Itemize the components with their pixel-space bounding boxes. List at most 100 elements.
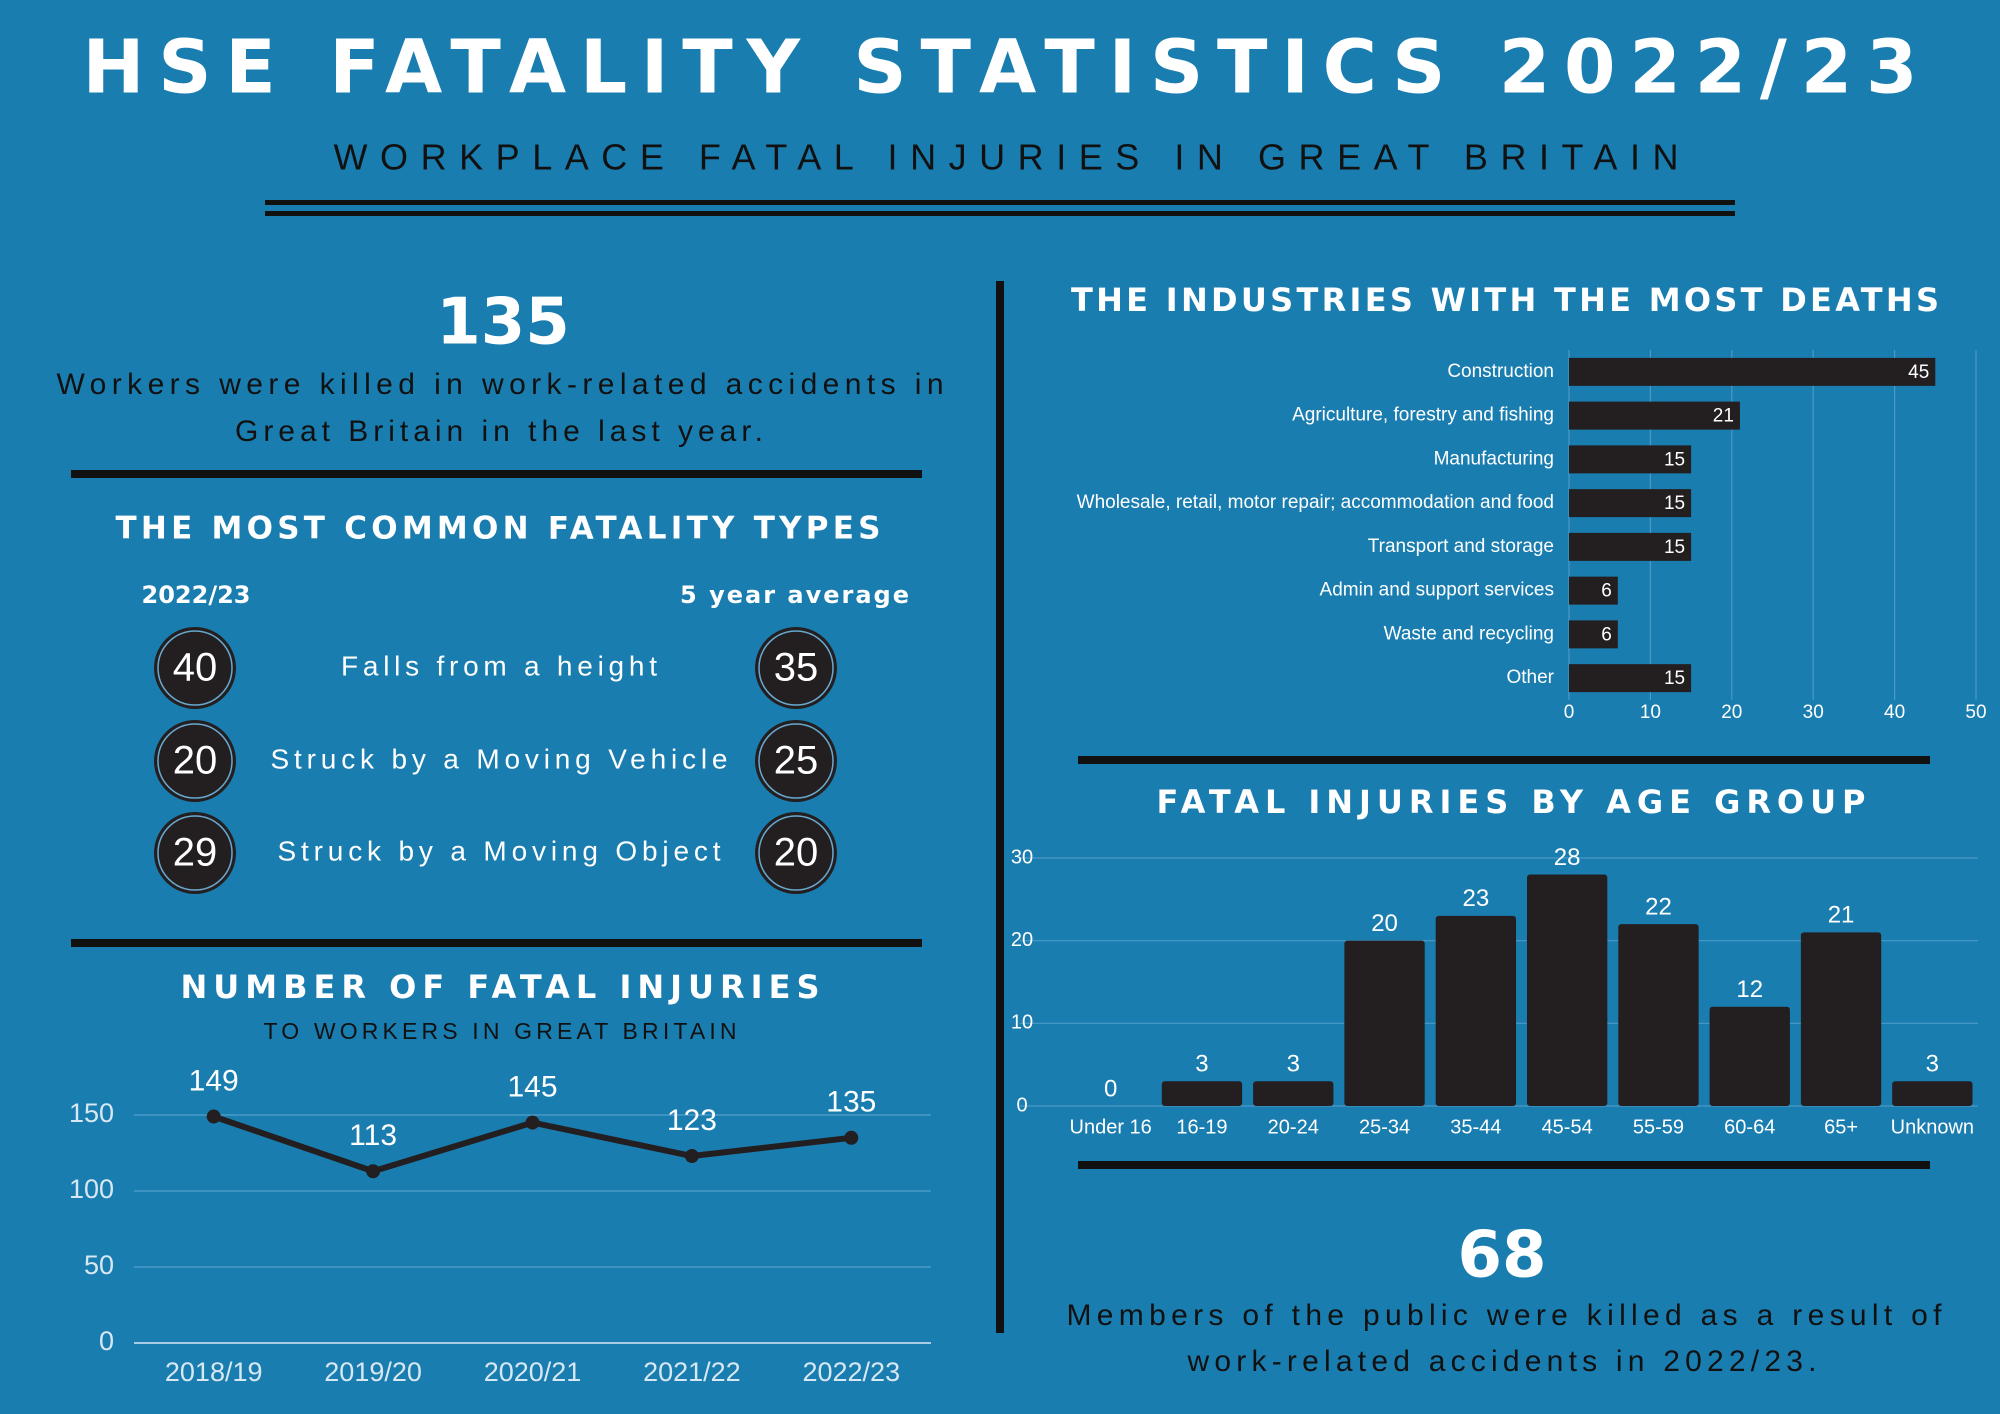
badge — [154, 812, 236, 894]
divider — [1078, 756, 1930, 764]
x-tick-label: 60-64 — [1724, 1116, 1775, 1138]
x-tick-label: 2022/23 — [802, 1357, 900, 1387]
value-label: 113 — [349, 1119, 397, 1152]
value-label: 12 — [1736, 976, 1763, 1003]
badge-value: 40 — [173, 646, 218, 690]
badge-ring — [157, 815, 233, 891]
value-label: 21 — [1828, 902, 1855, 929]
bar — [1569, 489, 1692, 518]
y-tick-label: 0 — [99, 1326, 114, 1356]
x-tick-label: 2020/21 — [484, 1357, 582, 1387]
bar — [1569, 620, 1618, 649]
value-label: 15 — [1664, 493, 1685, 514]
value-label: 3 — [1926, 1051, 1939, 1078]
value-label: 15 — [1664, 537, 1685, 558]
value-label: 22 — [1645, 893, 1672, 920]
value-label: 15 — [1664, 449, 1685, 470]
stat-number: 68 — [1457, 1219, 1546, 1293]
x-tick-label: 2021/22 — [643, 1357, 741, 1387]
bar — [1569, 576, 1618, 605]
point — [206, 1109, 221, 1124]
fatality-label: Struck by a Moving Object — [278, 835, 721, 866]
bar — [1618, 924, 1699, 1106]
x-tick-label: 30 — [1803, 702, 1824, 723]
bar — [1709, 1006, 1790, 1106]
y-tick-label: 20 — [1011, 929, 1033, 951]
x-tick-label: 0 — [1564, 702, 1575, 723]
x-tick-label: 10 — [1640, 702, 1661, 723]
value-label: 20 — [1371, 910, 1398, 937]
badge-ring — [758, 630, 834, 706]
y-tick-label: Waste and recycling — [1384, 623, 1554, 644]
x-tick-label: 2019/20 — [324, 1357, 422, 1387]
chart-title: THE INDUSTRIES WITH THE MOST DEATHS — [1071, 281, 1939, 319]
y-tick-label: 100 — [69, 1174, 114, 1204]
badge-ring — [758, 723, 834, 799]
y-tick-label: Wholesale, retail, motor repair; accommo… — [1077, 492, 1554, 513]
value-label: 145 — [507, 1071, 557, 1104]
fatality-label: Falls from a height — [341, 650, 657, 681]
value-label: 21 — [1713, 406, 1734, 427]
value-label: 6 — [1601, 624, 1612, 645]
value-label: 3 — [1195, 1051, 1208, 1078]
y-tick-label: 50 — [84, 1250, 114, 1280]
badge-ring — [157, 723, 233, 799]
section-title: THE MOST COMMON FATALITY TYPES — [116, 511, 881, 547]
y-tick-label: Manufacturing — [1434, 448, 1554, 469]
badge — [755, 812, 837, 894]
x-tick-label: 45-54 — [1542, 1116, 1593, 1138]
bar — [1253, 1081, 1334, 1106]
divider — [71, 939, 922, 947]
value-label: 45 — [1908, 362, 1929, 383]
badge-ring — [157, 630, 233, 706]
badge-value: 29 — [173, 831, 218, 875]
badge — [154, 627, 236, 709]
badge-ring — [758, 815, 834, 891]
column-header: 2022/23 — [142, 581, 251, 609]
point — [525, 1115, 540, 1130]
point — [844, 1130, 859, 1145]
column-header: 5 year average — [680, 581, 911, 609]
value-label: 28 — [1554, 844, 1581, 871]
bar — [1569, 445, 1692, 474]
bar — [1161, 1081, 1243, 1106]
value-label: 135 — [826, 1086, 876, 1119]
badge-value: 20 — [173, 739, 218, 783]
bar — [1344, 940, 1425, 1106]
bar — [1569, 664, 1692, 693]
bar — [1569, 401, 1740, 430]
bar — [1569, 357, 1936, 386]
y-tick-label: Construction — [1447, 361, 1554, 382]
x-tick-label: 50 — [1965, 702, 1986, 723]
x-tick-label: 25-34 — [1359, 1116, 1410, 1138]
y-tick-label: 150 — [69, 1098, 114, 1128]
divider — [1078, 1161, 1930, 1169]
value-label: 0 — [1104, 1075, 1117, 1102]
x-tick-label: Under 16 — [1070, 1116, 1152, 1138]
divider — [996, 281, 1004, 1333]
stat-number: 135 — [436, 286, 570, 360]
y-tick-label: Other — [1506, 667, 1554, 688]
divider — [265, 211, 1735, 216]
value-label: 23 — [1462, 885, 1489, 912]
y-tick-label: 0 — [1016, 1094, 1027, 1116]
x-tick-label: 2018/19 — [165, 1357, 263, 1387]
x-tick-label: 35-44 — [1450, 1116, 1501, 1138]
value-label: 3 — [1287, 1051, 1300, 1078]
value-label: 15 — [1664, 668, 1685, 689]
stat-text: Great Britain in the last year. — [235, 415, 763, 448]
fatality-label: Struck by a Moving Vehicle — [271, 743, 728, 774]
y-tick-label: Admin and support services — [1320, 580, 1554, 601]
y-tick-label: 30 — [1011, 846, 1033, 868]
bar — [1526, 874, 1608, 1106]
title: HSE FATALITY STATISTICS 2022/23 — [83, 25, 1918, 111]
x-tick-label: 20-24 — [1268, 1116, 1319, 1138]
badge-value: 25 — [774, 739, 819, 783]
bar — [1800, 932, 1882, 1106]
x-tick-label: 20 — [1721, 702, 1742, 723]
y-tick-label: Transport and storage — [1368, 536, 1554, 557]
x-tick-label: Unknown — [1891, 1116, 1974, 1138]
bar — [1435, 915, 1517, 1106]
badge-value: 20 — [774, 831, 819, 875]
